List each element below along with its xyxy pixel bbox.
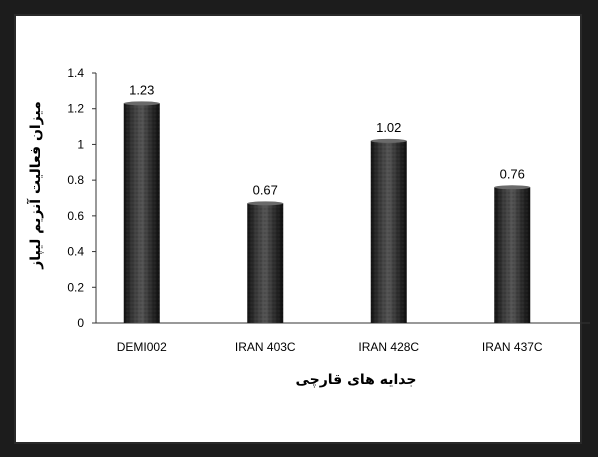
- chart-frame: [14, 14, 582, 444]
- bar: [247, 201, 284, 323]
- data-label: 1.23: [129, 82, 154, 97]
- y-tick-label: 0.2: [67, 280, 84, 294]
- bar: [123, 101, 160, 323]
- y-tick-label: 1.2: [67, 102, 84, 116]
- y-tick-labels: 0 0.2 0.4 0.6 0.8 1 1.2 1.4: [67, 66, 96, 330]
- bar-cap: [123, 101, 160, 106]
- bar: [370, 138, 407, 323]
- bar-texture: [247, 203, 284, 323]
- category-label: IRAN 437C: [482, 340, 543, 354]
- data-label: 1.02: [376, 120, 401, 135]
- bar-cap: [370, 138, 407, 143]
- y-tick-label: 0.8: [67, 173, 84, 187]
- data-label: 0.76: [500, 166, 525, 181]
- data-labels: 1.23 0.67 1.02 0.76: [129, 82, 525, 197]
- x-axis-title: جدایه های قارچی: [295, 372, 416, 388]
- category-label: IRAN 428C: [358, 340, 419, 354]
- bar-texture: [370, 140, 407, 323]
- y-tick-label: 0.6: [67, 209, 84, 223]
- category-label: DEMI002: [117, 340, 167, 354]
- category-label: IRAN 403C: [235, 340, 296, 354]
- bar-texture: [494, 187, 531, 323]
- bar: [494, 185, 531, 323]
- bars: [123, 101, 531, 323]
- data-label: 0.67: [253, 182, 278, 197]
- y-axis-title: میزان فعالیت آنزیم لیپاز: [26, 101, 44, 270]
- category-labels: DEMI002 IRAN 403C IRAN 428C IRAN 437C: [117, 340, 543, 354]
- y-tick-label: 0: [77, 316, 84, 330]
- y-tick-label: 1: [77, 137, 84, 151]
- bar-cap: [494, 185, 531, 190]
- y-tick-label: 0.4: [67, 245, 84, 259]
- bar-cap: [247, 201, 284, 206]
- y-tick-label: 1.4: [67, 66, 84, 80]
- bar-texture: [123, 103, 160, 323]
